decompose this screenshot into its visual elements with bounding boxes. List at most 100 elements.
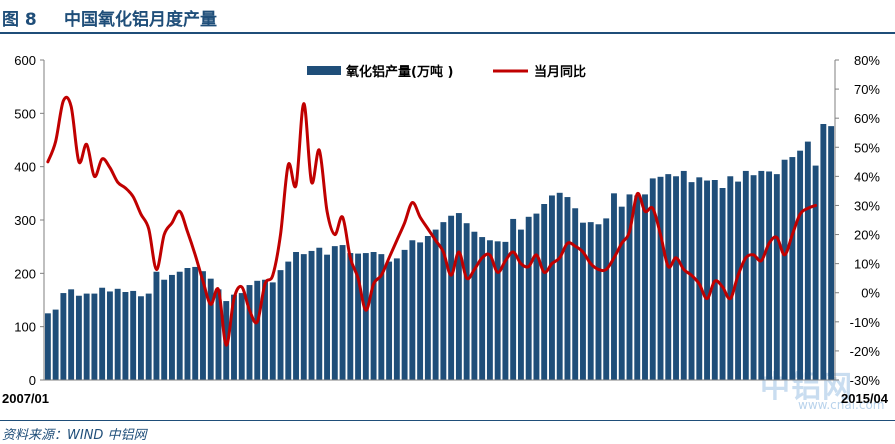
bar-18 — [184, 268, 191, 380]
bar-4 — [75, 295, 82, 380]
bar-56 — [479, 237, 486, 380]
bar-99 — [812, 165, 819, 380]
bar-70 — [587, 222, 594, 380]
bar-88 — [727, 176, 734, 380]
right-tick-label: 30% — [854, 198, 880, 213]
bar-51 — [440, 222, 447, 380]
left-tick-label: 300 — [14, 213, 36, 228]
figure-title: 中国氧化铝月度产量 — [64, 10, 217, 30]
bar-76 — [634, 195, 641, 380]
right-axis-ticks: -30% -20% -10% 0% 10% 20% 30% 40% 50% 60% 70% 80% — [835, 53, 880, 388]
bar-35 — [316, 247, 323, 380]
legend-bar-label: 氧化铝产量(万吨 ) — [345, 64, 453, 80]
bar-63 — [533, 213, 540, 380]
bar-17 — [176, 271, 183, 380]
bar-84 — [696, 177, 703, 380]
bar-44 — [386, 261, 393, 380]
bar-65 — [549, 195, 555, 380]
bar-101 — [828, 126, 835, 380]
figure-number: 图 8 — [2, 10, 37, 30]
yoy-line-series — [46, 95, 818, 347]
right-tick-label: -10% — [850, 315, 881, 330]
bar-89 — [735, 181, 742, 380]
bar-67 — [564, 197, 571, 380]
footer-rule — [0, 420, 895, 421]
legend-line-label: 当月同比 — [534, 64, 586, 80]
bar-34 — [308, 250, 315, 380]
watermark-url: www.cnal.com — [798, 398, 885, 412]
bar-96 — [789, 157, 796, 380]
bar-31 — [285, 261, 292, 380]
bar-97 — [797, 150, 804, 380]
left-axis-ticks: 0 100 200 300 400 500 600 — [14, 53, 44, 388]
bar-91 — [750, 175, 757, 380]
bar-85 — [704, 180, 710, 380]
left-tick-label: 400 — [14, 160, 36, 175]
bar-19 — [192, 266, 199, 380]
bar-2 — [60, 293, 67, 380]
bar-54 — [463, 223, 470, 380]
bar-14 — [153, 271, 160, 380]
bar-95 — [781, 159, 788, 380]
bar-13 — [145, 293, 152, 380]
bar-61 — [517, 229, 524, 380]
right-tick-label: -20% — [850, 344, 881, 359]
x-tick-label-end: 2015/04 — [841, 391, 889, 406]
bar-20 — [200, 271, 206, 380]
bar-27 — [254, 280, 261, 380]
bar-38 — [339, 245, 346, 380]
bar-33 — [300, 254, 307, 380]
bar-36 — [324, 254, 330, 380]
figure-header: 图 8 中国氧化铝月度产量 — [0, 0, 895, 34]
bar-39 — [347, 253, 354, 380]
bar-62 — [525, 216, 532, 380]
bar-74 — [618, 206, 625, 380]
chart-legend: 氧化铝产量(万吨 ) 当月同比 — [307, 64, 586, 80]
bar-46 — [401, 249, 408, 380]
bar-49 — [424, 236, 431, 380]
bar-0 — [44, 313, 51, 380]
bar-53 — [455, 213, 462, 380]
left-tick-label: 100 — [14, 320, 36, 335]
bar-41 — [362, 253, 369, 380]
bar-28 — [262, 279, 268, 380]
bar-75 — [626, 194, 633, 380]
bar-48 — [417, 242, 424, 380]
bar-78 — [649, 178, 656, 380]
bar-16 — [169, 274, 175, 380]
bar-79 — [657, 176, 664, 380]
bar-93 — [766, 171, 773, 380]
bar-69 — [580, 222, 586, 380]
left-tick-label: 500 — [14, 106, 36, 121]
bar-52 — [448, 215, 455, 380]
bar-29 — [269, 282, 276, 380]
right-tick-label: 20% — [854, 228, 880, 243]
bar-55 — [471, 231, 478, 380]
bar-73 — [611, 193, 617, 380]
right-tick-label: 70% — [854, 82, 880, 97]
bar-58 — [494, 241, 501, 380]
bar-15 — [161, 279, 168, 380]
bar-81 — [673, 176, 679, 380]
bar-22 — [215, 289, 222, 380]
right-tick-label: 0% — [861, 286, 880, 301]
bar-6 — [91, 293, 98, 380]
bar-26 — [246, 285, 253, 380]
bar-60 — [510, 218, 517, 380]
bar-10 — [122, 292, 129, 380]
bar-32 — [293, 252, 299, 380]
bar-series — [44, 124, 835, 380]
bar-50 — [432, 229, 439, 380]
right-tick-label: 40% — [854, 169, 880, 184]
bar-90 — [742, 170, 749, 380]
legend-bar-swatch — [307, 66, 341, 75]
bar-8 — [106, 291, 113, 380]
bar-9 — [114, 288, 121, 380]
bar-98 — [804, 141, 811, 380]
bar-57 — [486, 240, 493, 380]
bar-77 — [642, 194, 648, 380]
bar-59 — [502, 241, 509, 380]
bar-87 — [719, 188, 726, 380]
bar-92 — [758, 170, 765, 380]
